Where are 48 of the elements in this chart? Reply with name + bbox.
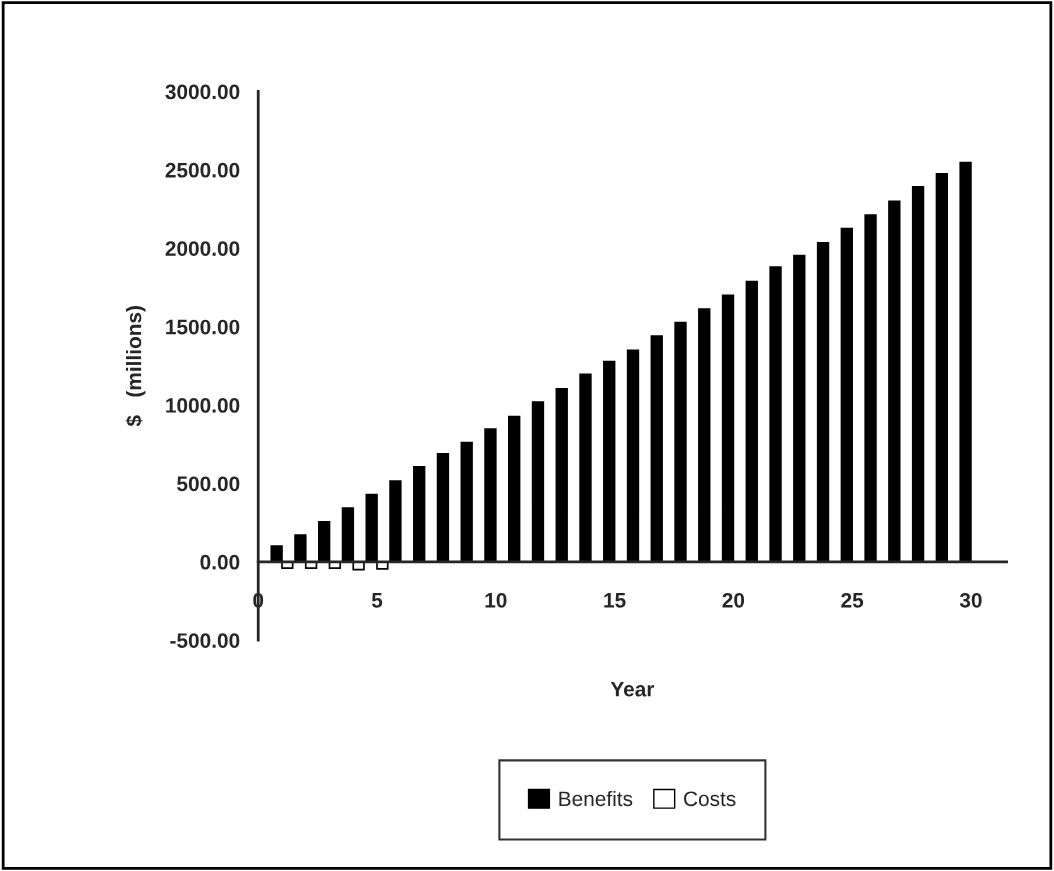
x-tick-label: 15 — [604, 593, 626, 608]
y-tick-label: -500.00 — [170, 633, 240, 648]
x-tick-label: 20 — [722, 592, 745, 608]
y-tick-label: 1500.00 — [166, 319, 240, 335]
bar — [935, 173, 949, 563]
bar — [864, 214, 877, 563]
x-tick-label: 25 — [841, 592, 864, 608]
legend-label: Benefits — [559, 790, 633, 807]
bar — [840, 227, 853, 563]
bar — [365, 493, 378, 563]
legend-label: Costs — [684, 791, 736, 807]
bar — [793, 254, 806, 563]
bar — [698, 308, 711, 563]
x-tick-label: 30 — [959, 592, 982, 608]
bar — [626, 349, 640, 563]
bar — [341, 507, 355, 563]
x-tick-label: 5 — [371, 593, 383, 608]
bar — [484, 428, 497, 563]
y-tick-label: 3000.00 — [165, 84, 240, 100]
bar — [270, 545, 283, 563]
bar — [911, 185, 925, 563]
bar — [674, 321, 687, 563]
y-tick-label: 500.00 — [177, 476, 240, 492]
bar — [959, 161, 972, 563]
bar — [508, 415, 521, 563]
bar — [816, 242, 830, 563]
bar — [579, 373, 592, 563]
bar — [460, 441, 473, 563]
y-tick-label: 0.00 — [200, 554, 240, 570]
bar — [555, 387, 568, 563]
bar — [888, 200, 901, 563]
bar — [294, 534, 307, 563]
y-axis-title: $ (millions) — [125, 306, 146, 427]
bar — [745, 280, 758, 563]
bar — [721, 294, 735, 563]
bar — [769, 266, 782, 563]
y-tick-label: 2000.00 — [165, 241, 240, 256]
bar — [603, 360, 616, 563]
y-tick-label: 2500.00 — [165, 162, 240, 178]
x-axis-title: Year — [610, 681, 655, 697]
bar — [650, 335, 663, 563]
y-tick-label: 1000.00 — [166, 398, 240, 413]
x-tick-label: 10 — [485, 592, 507, 608]
bar — [413, 465, 426, 563]
bar — [389, 480, 402, 563]
bar — [531, 401, 545, 563]
bar — [436, 453, 450, 563]
bar — [317, 520, 331, 563]
